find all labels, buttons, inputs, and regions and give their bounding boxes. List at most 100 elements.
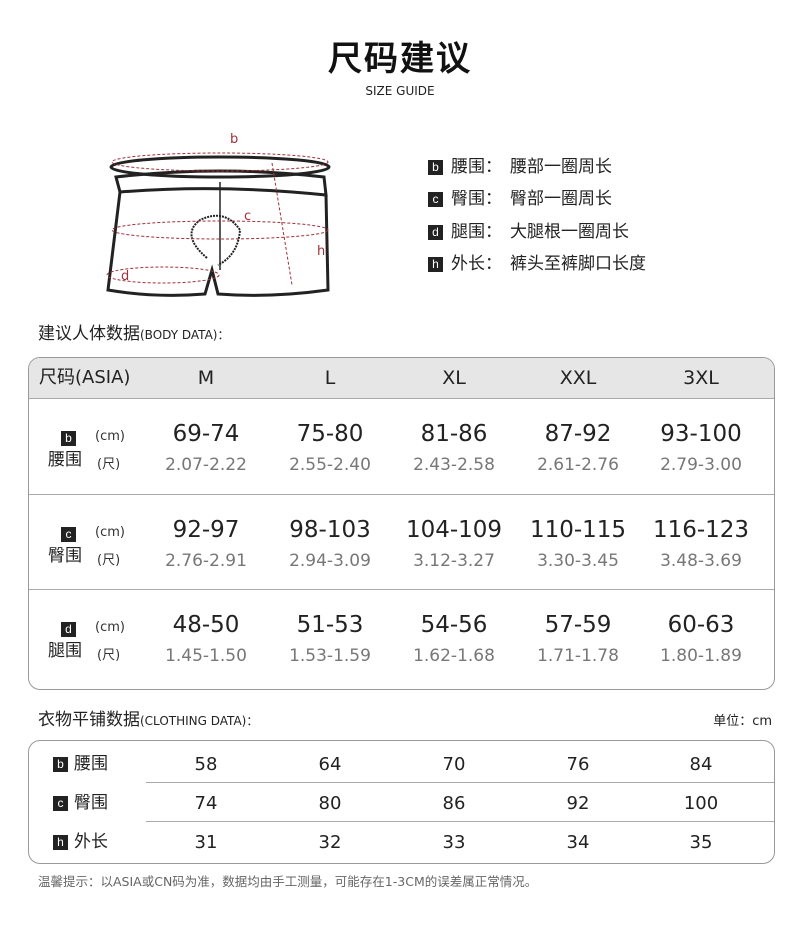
value: 32	[318, 832, 342, 853]
value-cm: 110-115	[529, 517, 627, 543]
value-chi: 1.80-1.89	[660, 646, 742, 666]
value-cm: 54-56	[420, 612, 488, 638]
unit-cm: (cm)	[95, 429, 125, 444]
row-divider	[29, 494, 774, 495]
value-cm: 60-63	[667, 612, 735, 638]
legend-name: 腿围：	[451, 222, 502, 242]
legend-name: 腰围：	[451, 157, 502, 177]
badge-icon: b	[53, 757, 68, 772]
size-header-l: L	[324, 367, 336, 389]
row-label: 外长	[74, 832, 108, 852]
value: 76	[566, 754, 590, 775]
unit-chi: (尺)	[97, 553, 121, 568]
legend-item: h 外长： 裤头至裤脚口长度	[428, 253, 646, 275]
body-data-table: 尺码(ASIA) M L XL XXL 3XL b 腰围 (cm) (尺) 69-74 2.07-2…	[28, 357, 775, 690]
unit-chi: (尺)	[97, 648, 121, 663]
page-title: 尺码建议	[328, 39, 472, 79]
value-chi: 2.94-3.09	[289, 551, 371, 571]
legend-item: b 腰围： 腰部一圈周长	[428, 156, 612, 178]
unit-cm: (cm)	[95, 620, 125, 635]
value: 86	[442, 793, 466, 814]
label-h: h	[317, 244, 325, 259]
badge-icon: b	[428, 159, 443, 175]
badge-icon: d	[61, 622, 76, 637]
value: 58	[194, 754, 218, 775]
size-header: 尺码(ASIA)	[39, 367, 131, 388]
size-header-xxl: XXL	[559, 367, 597, 389]
value-cm: 75-80	[296, 421, 364, 447]
value: 80	[318, 793, 342, 814]
legend-item: c 臀围： 臀部一圈周长	[428, 188, 612, 210]
value: 33	[442, 832, 466, 853]
value: 100	[683, 793, 719, 814]
value-cm: 81-86	[420, 421, 488, 447]
row-label: 腰围	[48, 450, 82, 470]
badge-icon: c	[53, 796, 68, 811]
unit-label: 单位：cm	[713, 714, 772, 729]
value-cm: 87-92	[544, 421, 612, 447]
value-chi: 2.55-2.40	[289, 455, 371, 475]
size-header-m: M	[197, 367, 215, 389]
unit-cm: (cm)	[95, 525, 125, 540]
badge-icon: h	[428, 256, 443, 272]
row-divider	[146, 782, 774, 783]
row-label: 腰围	[74, 754, 108, 774]
value-cm: 92-97	[172, 517, 240, 543]
value-cm: 116-123	[652, 517, 750, 543]
value: 35	[689, 832, 713, 853]
shorts-outline	[106, 155, 331, 297]
heading-en: (CLOTHING DATA)：	[140, 714, 259, 728]
badge-icon: c	[61, 527, 76, 542]
footer-note: 温馨提示：以ASIA或CN码为准，数据均由手工测量，可能存在1-3CM的误差属正…	[38, 874, 538, 889]
value-chi: 1.53-1.59	[289, 646, 371, 666]
legend-desc: 臀部一圈周长	[510, 189, 612, 209]
value: 74	[194, 793, 218, 814]
value-cm: 57-59	[544, 612, 612, 638]
value-cm: 48-50	[172, 612, 240, 638]
shorts-diagram: b c h d	[106, 132, 331, 297]
value-chi: 3.30-3.45	[537, 551, 619, 571]
size-header-xl: XL	[442, 367, 466, 389]
value: 31	[194, 832, 218, 853]
value-chi: 2.07-2.22	[165, 455, 247, 475]
value: 34	[566, 832, 590, 853]
value: 84	[689, 754, 713, 775]
value: 64	[318, 754, 342, 775]
value-chi: 2.61-2.76	[537, 455, 619, 475]
badge-icon: c	[428, 191, 443, 207]
label-d: d	[121, 269, 129, 284]
value-cm: 93-100	[660, 421, 742, 447]
badge-icon: b	[61, 431, 76, 446]
value-chi: 1.71-1.78	[537, 646, 619, 666]
unit-chi: (尺)	[97, 457, 121, 472]
size-header-3xl: 3XL	[683, 367, 719, 389]
value-chi: 1.45-1.50	[165, 646, 247, 666]
row-divider	[29, 589, 774, 590]
legend-desc: 裤头至裤脚口长度	[510, 254, 646, 274]
page-subtitle: SIZE GUIDE	[365, 84, 435, 98]
value-chi: 2.43-2.58	[413, 455, 495, 475]
clothing-data-heading: 衣物平铺数据(CLOTHING DATA)：	[38, 709, 258, 732]
value-chi: 2.76-2.91	[165, 551, 247, 571]
label-b: b	[230, 132, 238, 147]
legend-desc: 腰部一圈周长	[510, 157, 612, 177]
legend-name: 外长：	[451, 254, 502, 274]
row-label: 臀围	[48, 546, 82, 566]
value-cm: 69-74	[172, 421, 240, 447]
legend-item: d 腿围： 大腿根一圈周长	[428, 221, 629, 243]
heading-text: 衣物平铺数据	[38, 710, 140, 730]
body-data-heading: 建议人体数据(BODY DATA)：	[38, 323, 229, 346]
badge-icon: d	[428, 224, 443, 240]
table-header	[29, 358, 774, 399]
legend-desc: 大腿根一圈周长	[510, 222, 629, 242]
value: 70	[442, 754, 466, 775]
legend-name: 臀围：	[451, 189, 502, 209]
row-label: 臀围	[74, 793, 108, 813]
row-label: 腿围	[48, 641, 82, 661]
row-divider	[146, 821, 774, 822]
value-chi: 3.12-3.27	[413, 551, 495, 571]
measure-lines	[106, 152, 329, 286]
value-cm: 104-109	[405, 517, 503, 543]
value-chi: 1.62-1.68	[413, 646, 495, 666]
